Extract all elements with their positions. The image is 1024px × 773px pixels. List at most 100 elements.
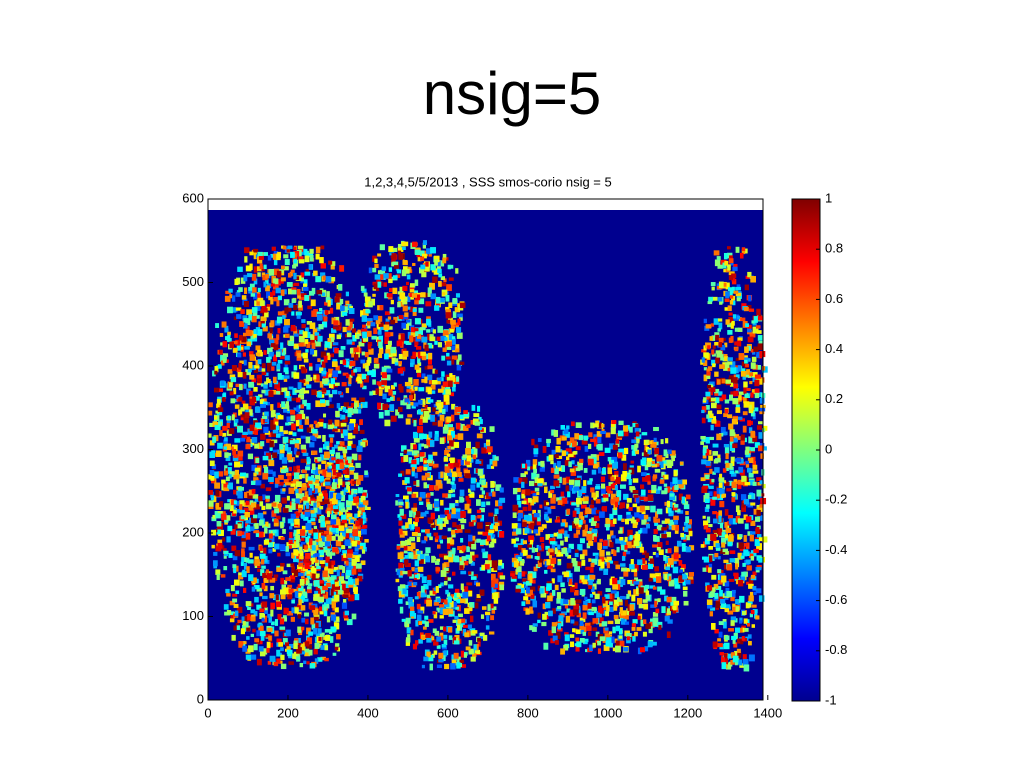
- heatmap-texture: [377, 270, 381, 275]
- heatmap-texture: [275, 253, 281, 261]
- heatmap-texture: [215, 569, 221, 575]
- heatmap-texture: [644, 464, 649, 471]
- heatmap-texture: [251, 307, 258, 313]
- heatmap-texture: [400, 540, 407, 546]
- heatmap-texture: [447, 445, 451, 450]
- heatmap-texture: [407, 540, 412, 546]
- heatmap-texture: [410, 629, 414, 636]
- heatmap-texture: [745, 461, 750, 468]
- heatmap-texture: [365, 323, 371, 329]
- heatmap-texture: [451, 533, 456, 538]
- heatmap-texture: [592, 457, 597, 464]
- heatmap-texture: [621, 518, 625, 522]
- heatmap-texture: [340, 491, 344, 496]
- heatmap-texture: [391, 253, 397, 259]
- heatmap-texture: [666, 531, 672, 538]
- heatmap-texture: [286, 396, 292, 402]
- heatmap-texture: [266, 469, 273, 475]
- heatmap-texture: [287, 611, 293, 616]
- heatmap-texture: [441, 535, 448, 540]
- heatmap-texture: [645, 552, 650, 559]
- heatmap-texture: [520, 473, 527, 478]
- heatmap-texture: [345, 556, 350, 560]
- heatmap-texture: [357, 566, 362, 573]
- heatmap-texture: [415, 511, 421, 518]
- heatmap-texture: [608, 472, 614, 480]
- heatmap-texture: [610, 493, 616, 501]
- heatmap-texture: [254, 365, 260, 369]
- heatmap-texture: [271, 502, 277, 507]
- heatmap-texture: [594, 436, 599, 443]
- heatmap-texture: [300, 404, 304, 409]
- heatmap-texture: [368, 301, 373, 308]
- heatmap-texture: [355, 530, 362, 535]
- heatmap-texture: [409, 401, 414, 406]
- heatmap-texture: [322, 434, 326, 442]
- heatmap-texture: [464, 597, 469, 604]
- heatmap-texture: [330, 263, 335, 270]
- heatmap-texture: [208, 433, 212, 438]
- heatmap-texture: [244, 287, 248, 294]
- heatmap-texture: [654, 468, 661, 473]
- heatmap-texture: [681, 496, 686, 504]
- heatmap-texture: [563, 534, 570, 539]
- heatmap-texture: [627, 590, 632, 597]
- heatmap-texture: [426, 532, 432, 538]
- heatmap-texture: [707, 567, 712, 573]
- heatmap-texture: [560, 424, 566, 430]
- heatmap-texture: [399, 606, 404, 614]
- heatmap-texture: [623, 570, 629, 577]
- heatmap-texture: [498, 499, 503, 507]
- heatmap-texture: [233, 454, 238, 458]
- heatmap-texture: [279, 453, 285, 460]
- heatmap-texture: [438, 405, 443, 413]
- heatmap-texture: [334, 348, 340, 354]
- heatmap-texture: [442, 292, 446, 296]
- heatmap-texture: [364, 506, 371, 510]
- heatmap-texture: [627, 529, 633, 537]
- heatmap-texture: [443, 639, 448, 646]
- heatmap-texture: [674, 508, 681, 513]
- heatmap-texture: [603, 561, 609, 565]
- heatmap-texture: [279, 426, 284, 432]
- heatmap-texture: [588, 580, 593, 586]
- heatmap-texture: [611, 535, 616, 539]
- heatmap-texture: [546, 438, 551, 444]
- heatmap-texture: [276, 658, 281, 664]
- heatmap-texture: [661, 533, 667, 539]
- heatmap-texture: [310, 494, 314, 498]
- heatmap-texture: [435, 410, 440, 415]
- heatmap-texture: [602, 596, 606, 604]
- heatmap-texture: [468, 640, 473, 646]
- heatmap-texture: [598, 605, 602, 613]
- heatmap-texture: [285, 504, 290, 509]
- heatmap-texture: [724, 342, 728, 348]
- heatmap-texture: [290, 616, 295, 622]
- heatmap-texture: [408, 510, 413, 518]
- heatmap-texture: [238, 504, 243, 511]
- heatmap-texture: [442, 563, 447, 571]
- heatmap-texture: [303, 499, 309, 506]
- heatmap-texture: [575, 522, 581, 526]
- heatmap-texture: [407, 414, 413, 418]
- heatmap-texture: [487, 566, 491, 574]
- heatmap-texture: [230, 584, 235, 592]
- heatmap-texture: [436, 518, 443, 525]
- heatmap-texture: [232, 564, 237, 568]
- heatmap-texture: [231, 365, 238, 371]
- heatmap-texture: [560, 491, 565, 498]
- heatmap-texture: [459, 302, 466, 309]
- heatmap-texture: [319, 367, 324, 374]
- heatmap-texture: [661, 527, 667, 531]
- heatmap-texture: [457, 656, 461, 663]
- heatmap-texture: [431, 379, 438, 385]
- heatmap-texture: [313, 648, 318, 655]
- heatmap-texture: [312, 431, 319, 438]
- heatmap-texture: [248, 314, 253, 321]
- heatmap-texture: [568, 543, 574, 550]
- heatmap-texture: [417, 356, 421, 364]
- heatmap-texture: [398, 353, 403, 360]
- heatmap-texture: [560, 465, 566, 472]
- heatmap-texture: [232, 593, 238, 597]
- heatmap-texture: [492, 454, 497, 462]
